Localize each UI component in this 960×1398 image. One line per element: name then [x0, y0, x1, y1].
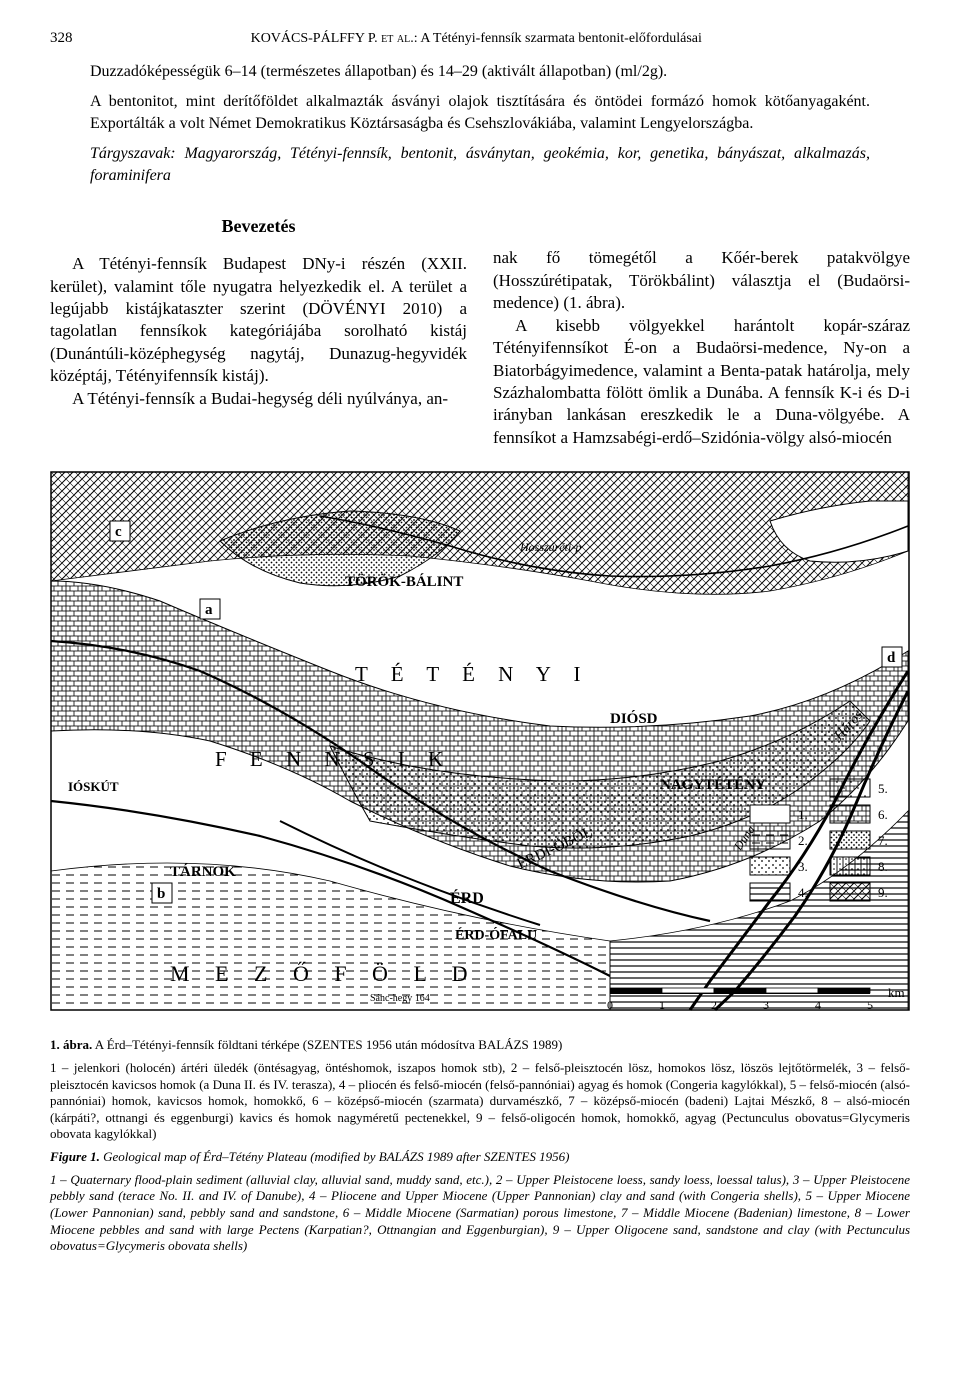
caption-en-detail: 1 – Quaternary flood-plain sediment (all… [50, 1172, 910, 1255]
svg-text:d: d [887, 650, 896, 666]
label-tetenyi: T É T É N Y I [355, 662, 589, 686]
label-hosszureti: Hosszúréti-p [519, 540, 581, 554]
right-paragraph-1: nak fő tömegétől a Kőér-berek patakvölgy… [493, 247, 910, 314]
svg-text:2.: 2. [798, 833, 808, 848]
svg-text:3: 3 [763, 998, 769, 1012]
right-column: nak fő tömegétől a Kőér-berek patakvölgy… [493, 215, 910, 449]
svg-text:8.: 8. [878, 859, 888, 874]
svg-text:6.: 6. [878, 807, 888, 822]
label-nagyteteny: NAGYTÉTÉNY [660, 776, 766, 793]
label-mezofold: M E Z Ő F Ö L D [170, 961, 477, 986]
label-torokbalint: TÖRÖK-BÁLINT [345, 573, 463, 590]
body-columns: Bevezetés A Tétényi-fennsík Budapest DNy… [50, 215, 910, 449]
label-fennsik: F E N N S I K [215, 747, 452, 771]
geologic-map-svg: TÖRÖK-BÁLINT DIÓSD NAGYTÉTÉNY TÁRNOK ÉRD… [50, 471, 910, 1031]
section-title: Bevezetés [50, 215, 467, 239]
caption-hu-detail: 1 – jelenkori (holocén) ártéri üledék (ö… [50, 1060, 910, 1143]
svg-text:km: km [888, 985, 905, 1000]
abstract-paragraph-2: A bentonitot, mint derítőföldet alkalmaz… [90, 91, 870, 135]
label-erd: ÉRD [450, 888, 484, 907]
left-paragraph-1: A Tétényi-fennsík Budapest DNy-i részén … [50, 253, 467, 388]
label-diosd: DIÓSD [610, 710, 658, 727]
marker-a: a [200, 599, 220, 619]
label-sanchegy: Sánc-hegy 164 [370, 993, 430, 1004]
page-number: 328 [50, 30, 73, 47]
svg-text:4: 4 [815, 998, 821, 1012]
marker-b: b [152, 883, 172, 903]
label-ioskut: IÓSKÚT [68, 779, 119, 794]
right-paragraph-2: A kisebb völgyekkel harántolt kopár-szár… [493, 315, 910, 450]
svg-text:5.: 5. [878, 781, 888, 796]
svg-text:9.: 9. [878, 885, 888, 900]
caption-hu: 1. ábra. A Érd–Tétényi-fennsík földtani … [50, 1037, 910, 1054]
abstract-paragraph-1: Duzzadóképességük 6–14 (természetes álla… [90, 61, 870, 83]
svg-text:1: 1 [659, 998, 665, 1012]
svg-text:1.: 1. [798, 807, 808, 822]
label-erd-ofalu: ÉRD-ÓFALU [455, 926, 537, 943]
marker-d: d [882, 647, 902, 667]
left-column: Bevezetés A Tétényi-fennsík Budapest DNy… [50, 215, 467, 449]
marker-c: c [110, 521, 130, 541]
svg-text:5: 5 [867, 998, 873, 1012]
running-title: KOVÁCS-PÁLFFY P. et al.: A Tétényi-fenns… [73, 31, 881, 47]
caption-en: Figure 1. Geological map of Érd–Tétény P… [50, 1149, 910, 1166]
svg-text:b: b [157, 886, 165, 902]
keywords-line: Tárgyszavak: Magyarország, Tétényi-fenns… [90, 143, 870, 187]
figure-1: TÖRÖK-BÁLINT DIÓSD NAGYTÉTÉNY TÁRNOK ÉRD… [50, 471, 910, 1255]
running-header: 328 KOVÁCS-PÁLFFY P. et al.: A Tétényi-f… [50, 30, 910, 47]
svg-text:2: 2 [711, 998, 717, 1012]
left-paragraph-2: A Tétényi-fennsík a Budai-hegység déli n… [50, 388, 467, 410]
svg-text:7.: 7. [878, 833, 888, 848]
svg-text:0: 0 [607, 998, 613, 1012]
svg-text:c: c [115, 524, 122, 540]
label-tarnok: TÁRNOK [170, 863, 236, 880]
svg-text:4.: 4. [798, 885, 808, 900]
svg-text:a: a [205, 602, 213, 618]
svg-text:3.: 3. [798, 859, 808, 874]
